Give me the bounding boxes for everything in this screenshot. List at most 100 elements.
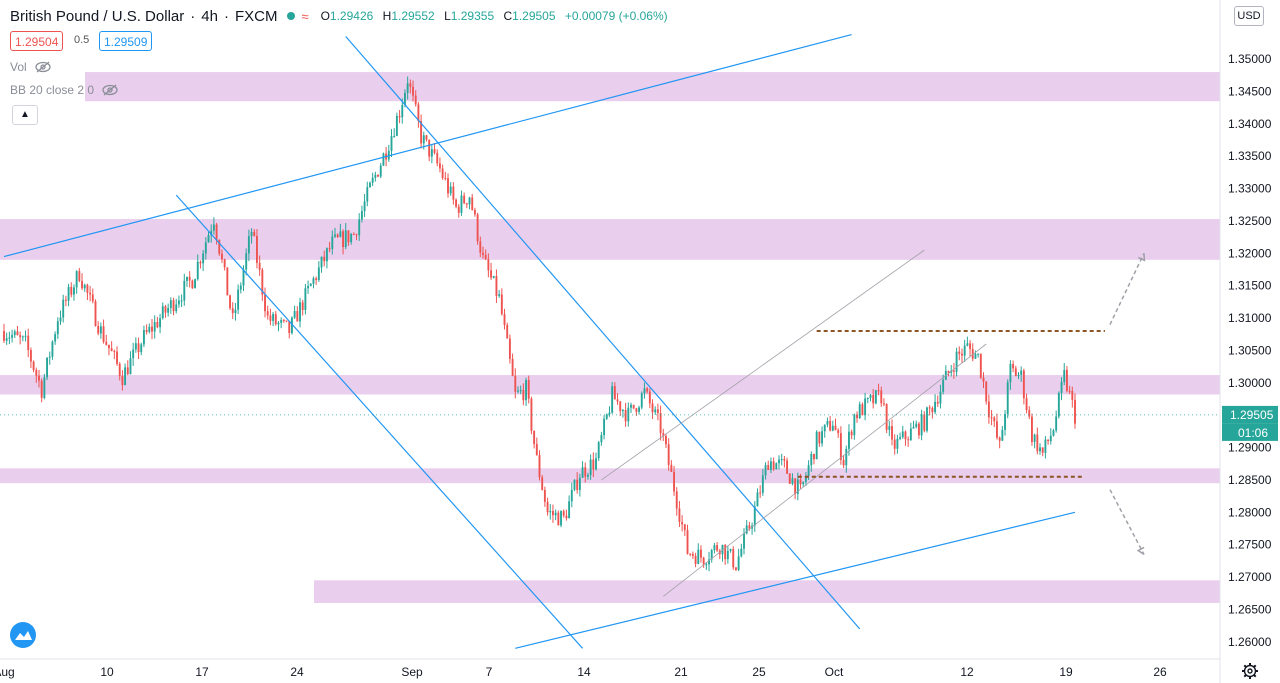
candle-body xyxy=(858,404,861,419)
candle-body xyxy=(395,115,398,136)
candle-body xyxy=(5,338,8,341)
candle-body xyxy=(272,314,275,321)
projection-arrow xyxy=(1109,253,1145,325)
candle-body xyxy=(393,135,396,137)
candle-body xyxy=(344,230,347,248)
candle-body xyxy=(188,276,191,281)
candle-body xyxy=(159,318,162,328)
candle-body xyxy=(334,234,336,237)
candle-body xyxy=(137,343,140,353)
candle-body xyxy=(702,557,705,565)
candle-body xyxy=(839,433,842,460)
candle-body xyxy=(874,390,877,404)
candle-body xyxy=(697,549,700,564)
time-tick-label: 7 xyxy=(486,665,493,679)
candle-body xyxy=(856,414,858,419)
candle-body xyxy=(94,301,97,326)
candle-body xyxy=(535,444,538,456)
candle-body xyxy=(151,326,153,332)
candle-body xyxy=(430,149,433,157)
candle-body xyxy=(662,433,665,436)
candle-body xyxy=(775,463,778,470)
candle-body xyxy=(891,426,893,440)
candle-body xyxy=(993,417,996,422)
candle-body xyxy=(379,165,382,177)
candle-body xyxy=(175,304,178,312)
candle-body xyxy=(705,564,708,566)
candle-body xyxy=(511,358,514,376)
price-tick-label: 1.27000 xyxy=(1228,570,1272,584)
candle-body xyxy=(1039,447,1041,452)
candle-body xyxy=(447,178,449,194)
price-tick-label: 1.32500 xyxy=(1228,214,1272,228)
ohlc-high-value: 1.29552 xyxy=(391,9,435,23)
indicator-volume[interactable]: Vol xyxy=(10,60,51,74)
candle-body xyxy=(737,556,740,570)
countdown-badge xyxy=(1222,423,1278,441)
price-tick-label: 1.28000 xyxy=(1228,505,1272,519)
candle-body xyxy=(482,252,484,255)
eye-crossed-icon[interactable] xyxy=(35,61,51,73)
candle-body xyxy=(414,95,417,105)
candle-body xyxy=(721,544,724,555)
candle-body xyxy=(743,533,745,549)
candle-body xyxy=(21,336,24,338)
candle-body xyxy=(404,92,406,106)
projection-arrowhead xyxy=(1138,253,1146,262)
candle-body xyxy=(772,461,775,470)
candle-body xyxy=(603,418,606,436)
candle-body xyxy=(245,253,248,270)
candle-body xyxy=(433,149,436,153)
candle-body xyxy=(107,344,110,349)
eye-crossed-icon[interactable] xyxy=(102,84,118,96)
candle-body xyxy=(630,404,632,408)
indicator-bollinger[interactable]: BB 20 close 2 0 xyxy=(10,83,118,97)
candle-body xyxy=(500,294,503,315)
candle-body xyxy=(724,544,727,560)
interval-label[interactable]: 4h xyxy=(201,7,218,25)
price-tick-label: 1.28500 xyxy=(1228,473,1272,487)
candle-body xyxy=(350,233,353,243)
symbol-title[interactable]: British Pound / U.S. Dollar xyxy=(10,7,185,25)
candle-body xyxy=(761,475,764,493)
candle-body xyxy=(1063,369,1066,382)
candle-body xyxy=(595,458,597,470)
currency-button[interactable]: USD xyxy=(1234,6,1264,26)
candle-body xyxy=(1057,392,1060,417)
candle-body xyxy=(982,377,985,382)
candle-body xyxy=(172,300,175,312)
candle-body xyxy=(506,324,509,339)
collapse-legend-button[interactable]: ▲ xyxy=(12,105,38,125)
candle-body xyxy=(726,550,729,560)
gear-icon[interactable] xyxy=(1241,662,1259,680)
candle-body xyxy=(43,377,46,398)
candle-body xyxy=(597,442,600,459)
candle-body xyxy=(519,390,522,392)
candle-body xyxy=(317,267,320,281)
buy-price-button[interactable]: 1.29509 xyxy=(99,31,153,51)
candle-body xyxy=(490,270,493,278)
candle-body xyxy=(237,289,240,310)
candle-body xyxy=(177,300,180,305)
candle-body xyxy=(398,115,401,118)
tradingview-logo-icon[interactable] xyxy=(10,622,36,648)
sell-price-button[interactable]: 1.29504 xyxy=(10,31,64,51)
chevron-up-icon: ▲ xyxy=(20,109,30,120)
candle-body xyxy=(73,287,75,295)
candle-body xyxy=(83,284,86,289)
candle-body xyxy=(226,267,229,296)
price-tick-label: 1.35000 xyxy=(1228,52,1272,66)
candle-body xyxy=(19,335,22,338)
candle-body xyxy=(885,404,888,430)
candle-body xyxy=(27,335,30,351)
candle-body xyxy=(277,322,280,325)
candle-body xyxy=(460,195,463,213)
candle-body xyxy=(947,370,950,373)
candle-body xyxy=(834,425,837,431)
candle-body xyxy=(390,136,393,151)
candle-body xyxy=(659,413,662,434)
candle-body xyxy=(13,331,16,336)
projection-arrow xyxy=(1109,489,1145,555)
candle-body xyxy=(363,201,366,212)
